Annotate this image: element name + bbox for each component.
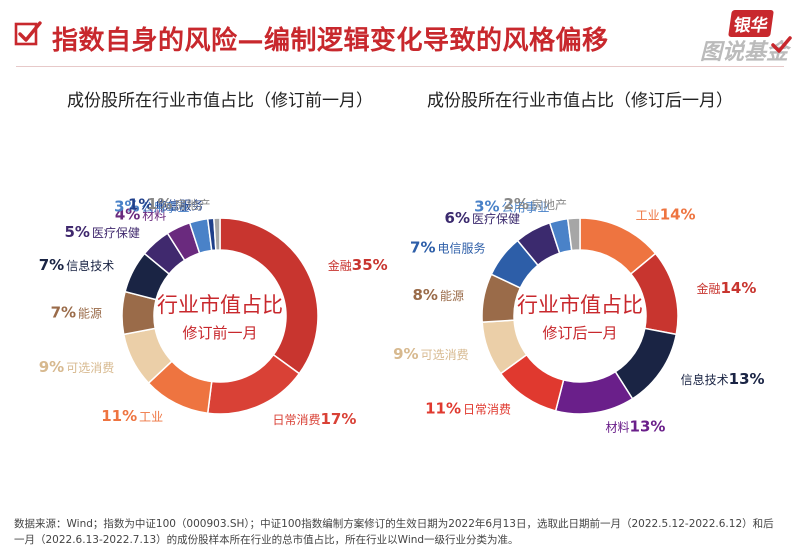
slice-label-before-4: 7% 能源 (51, 303, 102, 321)
slice-label-after-6: 8% 能源 (412, 286, 463, 304)
brand-check-icon (771, 36, 792, 53)
slice-label-before-6: 5% 医疗保健 (64, 223, 139, 241)
header: 指数自身的风险—编制逻辑变化导致的风格偏移 银华 图说基金 (0, 0, 800, 68)
center-label-before: 行业市值占比 (157, 293, 283, 317)
slice-label-after-7: 7% 电信服务 (410, 238, 485, 256)
checkbox-check-icon (14, 21, 42, 46)
slice-label-after-1: 金融14% (696, 279, 756, 297)
donut-svg-after: 工业14% 金融14% 信息技术13% 材料13% 11% 日常消费 9% 可选消费 8% 能源 7… (393, 195, 765, 436)
donut-chart-before: 成份股所在行业市值占比（修订前一月） 金融35% 日常消费17% 11% 工业 9% 可选… (20, 86, 420, 486)
slice-label-after-10: 2% 房地产 (503, 195, 566, 213)
source-note: 数据来源：Wind；指数为中证100（000903.SH）；中证100指数编制方… (14, 516, 790, 548)
slice-label-after-4: 11% 日常消费 (425, 400, 511, 418)
slice-label-before-0: 金融35% (328, 256, 388, 274)
slice-label-before-1: 日常消费17% (272, 410, 356, 428)
chart-title-before: 成份股所在行业市值占比（修订前一月） (67, 91, 373, 111)
slice-label-before-9: 1% 电信服务 (128, 195, 203, 213)
source-note-line1: 数据来源：Wind；指数为中证100（000903.SH）；中证100指数编制方… (14, 518, 774, 530)
slice-label-before-10: 1% 房地产 (147, 195, 210, 213)
slice-label-after-2: 信息技术13% (681, 370, 765, 388)
slice-label-after-8: 6% 医疗保健 (445, 209, 520, 227)
slice-label-before-3: 9% 可选消费 (39, 358, 114, 376)
donut-slice-before-0 (219, 217, 319, 375)
slice-label-after-5: 9% 可选消费 (393, 345, 468, 363)
slice-label-before-2: 11% 工业 (101, 407, 163, 425)
center-sublabel-after: 修订后一月 (542, 324, 617, 342)
page-title: 指数自身的风险—编制逻辑变化导致的风格偏移 (52, 26, 609, 56)
donut-svg-before: 金融35% 日常消费17% 11% 工业 9% 可选消费 7% 能源 7% 信息技术 5% 医疗保健4… (39, 195, 388, 428)
center-sublabel-before: 修订前一月 (182, 324, 257, 342)
donut-chart-after: 成份股所在行业市值占比（修订后一月） 工业14% 金融14% 信息技术13% 材料13… (380, 86, 780, 486)
slice-label-after-0: 工业14% (636, 206, 696, 224)
header-divider (16, 66, 784, 67)
brand-logo-top: 银华 (728, 10, 774, 37)
slice-label-after-3: 材料13% (606, 418, 666, 436)
slice-label-after-9: 3% 公用事业 (474, 198, 549, 216)
chart-title-after: 成份股所在行业市值占比（修订后一月） (427, 91, 733, 111)
slice-label-before-7: 4% 材料 (115, 206, 166, 224)
brand-logo: 银华 图说基金 (694, 10, 792, 65)
donut-slice-before-1 (206, 353, 301, 415)
donut-slice-before-10 (213, 217, 221, 251)
source-note-line2: 一月（2022.6.13-2022.7.13）的成份股样本所在行业的总市值占比，… (14, 534, 519, 546)
donut-slice-after-10 (566, 217, 581, 252)
slice-label-before-5: 7% 信息技术 (39, 256, 114, 274)
slice-label-before-8: 3% 公用事业 (114, 198, 189, 216)
center-label-after: 行业市值占比 (517, 293, 643, 317)
